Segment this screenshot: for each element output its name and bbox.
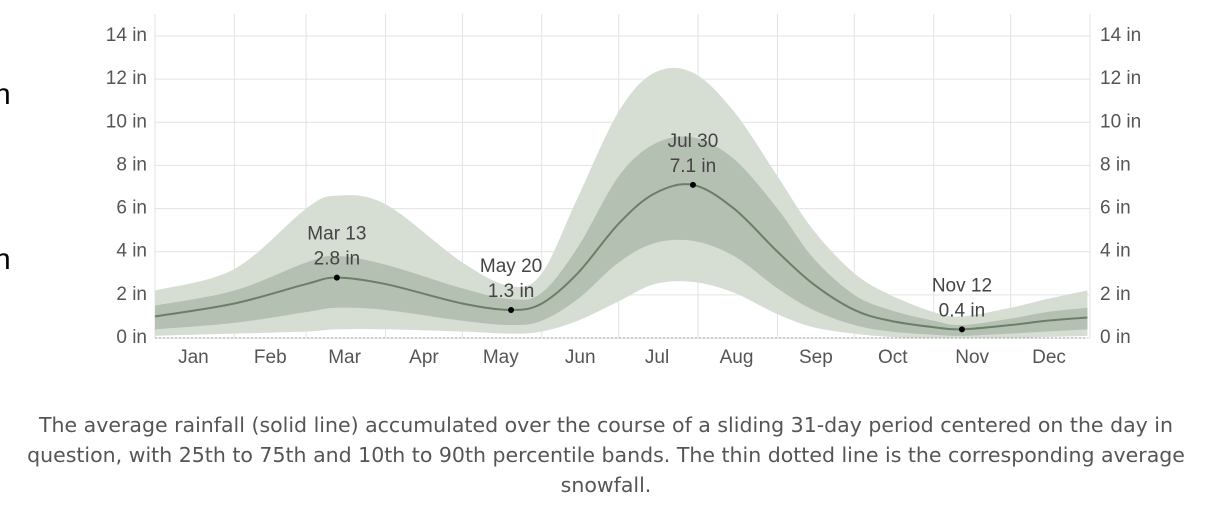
- caption: The average rainfall (solid line) accumu…: [27, 413, 1185, 497]
- y-tick-label: 8 in: [116, 154, 147, 175]
- x-tick-label: Feb: [254, 347, 287, 368]
- cut-text: n: [0, 243, 11, 276]
- y-tick-label: 6 in: [116, 198, 147, 219]
- annotation-date: May 20: [480, 256, 542, 277]
- x-tick-label: May: [483, 347, 519, 368]
- y-tick-label: 0 in: [116, 327, 147, 348]
- percentile-band: [155, 136, 1088, 336]
- annotation-date: Mar 13: [307, 224, 366, 245]
- y2-tick-label: 0 in: [1100, 327, 1131, 348]
- rainfall-line: [154, 183, 1088, 331]
- annotation-point: [958, 326, 965, 333]
- x-tick-label: Apr: [409, 347, 439, 368]
- annotation-value: 1.3 in: [488, 281, 534, 302]
- annotation-value: 0.4 in: [939, 300, 985, 321]
- x-tick-label: Jan: [178, 347, 209, 368]
- x-tick-label: Nov: [955, 347, 989, 368]
- y2-tick-label: 2 in: [1100, 284, 1131, 305]
- x-tick-label: Jun: [565, 347, 596, 368]
- y2-tick-label: 6 in: [1100, 198, 1131, 219]
- cut-text: n: [0, 78, 11, 111]
- y-tick-label: 14 in: [106, 25, 147, 46]
- x-tick-label: Jul: [645, 347, 669, 368]
- annotation-date: Jul 30: [668, 131, 719, 152]
- chart: 0 in 0 in 2 in 2 in 4 in 4 in 6 in 6 in 8 in 8 in…: [106, 14, 1141, 368]
- x-tick-label: Aug: [720, 347, 754, 368]
- y2-tick-label: 14 in: [1100, 25, 1141, 46]
- x-tick-label: Mar: [328, 347, 361, 368]
- y2-tick-label: 10 in: [1100, 111, 1141, 132]
- y-tick-label: 2 in: [116, 284, 147, 305]
- y2-tick-label: 12 in: [1100, 68, 1141, 89]
- x-tick-label: Oct: [878, 347, 908, 368]
- y-tick-label: 12 in: [106, 68, 147, 89]
- y-tick-label: 4 in: [116, 241, 147, 262]
- annotation-date: Nov 12: [932, 275, 992, 296]
- annotation-value: 2.8 in: [314, 249, 360, 270]
- x-tick-label: Dec: [1032, 347, 1066, 368]
- annotation-value: 7.1 in: [670, 156, 716, 177]
- x-tick-label: Sep: [799, 347, 833, 368]
- annotation-point: [508, 306, 515, 313]
- y2-tick-label: 8 in: [1100, 154, 1131, 175]
- y-tick-label: 10 in: [106, 111, 147, 132]
- annotation-point: [333, 274, 340, 281]
- annotation-point: [689, 181, 696, 188]
- y2-tick-label: 4 in: [1100, 241, 1131, 262]
